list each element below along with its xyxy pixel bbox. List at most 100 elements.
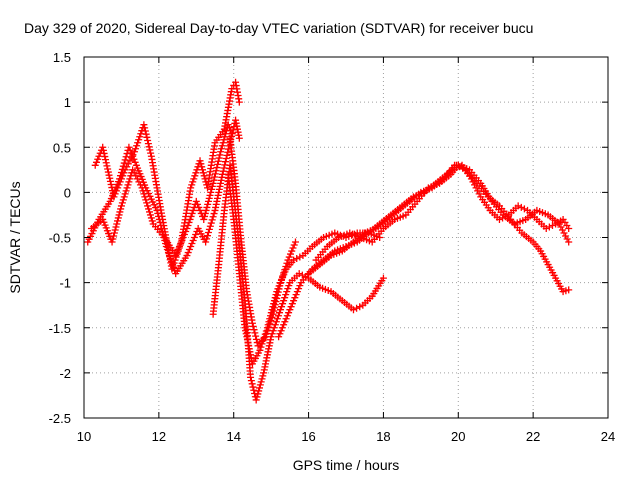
data-point-marker (283, 312, 291, 320)
data-points (84, 78, 573, 404)
data-point-marker (295, 270, 303, 278)
x-tick-label: 14 (226, 429, 240, 444)
y-tick-label: -1.5 (49, 321, 71, 336)
data-point-marker (167, 255, 175, 263)
data-point-marker (469, 178, 477, 186)
data-point-marker (212, 167, 220, 175)
data-point-marker (562, 232, 570, 240)
data-point-marker (142, 196, 150, 204)
data-point-marker (495, 215, 503, 223)
data-point-marker (467, 175, 475, 183)
y-tick-label: 0.5 (53, 140, 71, 155)
data-point-marker (125, 178, 133, 186)
data-point-marker (271, 301, 279, 309)
data-point-marker (170, 264, 178, 272)
data-point-marker (124, 181, 132, 189)
data-point-marker (353, 304, 361, 312)
data-point-marker (130, 155, 138, 163)
data-point-marker (210, 176, 218, 184)
data-point-marker (153, 206, 161, 214)
series-track-8 (305, 161, 573, 278)
data-point-marker (91, 161, 99, 169)
data-point-marker (267, 317, 275, 325)
data-point-marker (262, 333, 270, 341)
data-point-marker (101, 153, 109, 161)
data-point-marker (263, 330, 271, 338)
data-point-marker (273, 294, 281, 302)
data-point-marker (520, 205, 528, 213)
data-point-marker (210, 210, 218, 218)
data-point-marker (280, 321, 288, 329)
data-point-marker (126, 175, 134, 183)
data-point-marker (160, 234, 168, 241)
data-point-marker (283, 288, 291, 296)
data-point-marker (103, 162, 111, 170)
data-point-marker (208, 216, 216, 224)
data-point-marker (286, 250, 294, 258)
data-point-marker (190, 175, 198, 183)
data-point-marker (124, 160, 132, 168)
data-point-marker (168, 258, 176, 266)
data-point-marker (277, 327, 285, 335)
data-point-marker (105, 171, 113, 179)
data-point-marker (192, 197, 200, 205)
data-point-marker (162, 240, 170, 248)
data-point-marker (276, 282, 284, 290)
data-point-marker (223, 151, 231, 159)
data-point-marker (253, 393, 261, 401)
data-point-marker (194, 200, 202, 208)
data-point-marker (284, 256, 292, 264)
data-point-marker (282, 263, 290, 271)
data-point-marker (218, 142, 226, 150)
data-point-marker (102, 156, 110, 164)
data-point-marker (255, 387, 263, 395)
series-track-3 (84, 116, 243, 278)
data-point-marker (548, 221, 556, 229)
data-point-marker (514, 202, 522, 210)
y-tick-label: 1 (64, 95, 71, 110)
x-tick-label: 22 (526, 429, 540, 444)
data-point-marker (200, 215, 208, 223)
data-point-marker (173, 249, 181, 257)
data-point-marker (295, 285, 303, 293)
data-point-marker (134, 139, 142, 147)
data-point-marker (208, 182, 216, 190)
data-point-marker (224, 148, 232, 156)
data-point-marker (157, 221, 165, 229)
data-point-marker (205, 194, 213, 202)
data-point-marker (274, 312, 282, 320)
data-point-marker (259, 372, 267, 380)
data-point-marker (126, 146, 134, 154)
data-point-marker (275, 309, 283, 317)
data-point-marker (163, 246, 171, 254)
data-point-marker (119, 162, 127, 170)
x-tick-label: 20 (451, 429, 465, 444)
data-point-marker (248, 319, 256, 327)
data-point-marker (250, 326, 258, 334)
data-point-marker (235, 98, 243, 106)
data-point-marker (228, 129, 236, 137)
data-point-marker (271, 321, 279, 329)
data-point-marker (188, 181, 196, 189)
data-point-marker (177, 240, 185, 248)
data-point-marker (125, 143, 133, 151)
data-point-marker (220, 136, 228, 144)
data-point-marker (277, 279, 284, 287)
data-point-marker (120, 193, 128, 201)
data-point-marker (517, 203, 525, 211)
data-point-marker (264, 326, 272, 334)
data-point-marker (112, 223, 120, 231)
data-point-marker (132, 145, 140, 153)
data-point-marker (115, 211, 123, 219)
data-point-marker (542, 224, 550, 232)
data-point-marker (278, 303, 286, 311)
data-point-marker (213, 164, 221, 172)
data-point-marker (225, 124, 233, 132)
data-point-marker (190, 234, 198, 241)
data-point-marker (110, 232, 118, 240)
data-point-marker (284, 285, 292, 293)
data-point-marker (147, 149, 155, 157)
data-point-marker (560, 229, 568, 237)
x-tick-labels: 10 12 14 16 18 20 22 24 (77, 429, 615, 444)
